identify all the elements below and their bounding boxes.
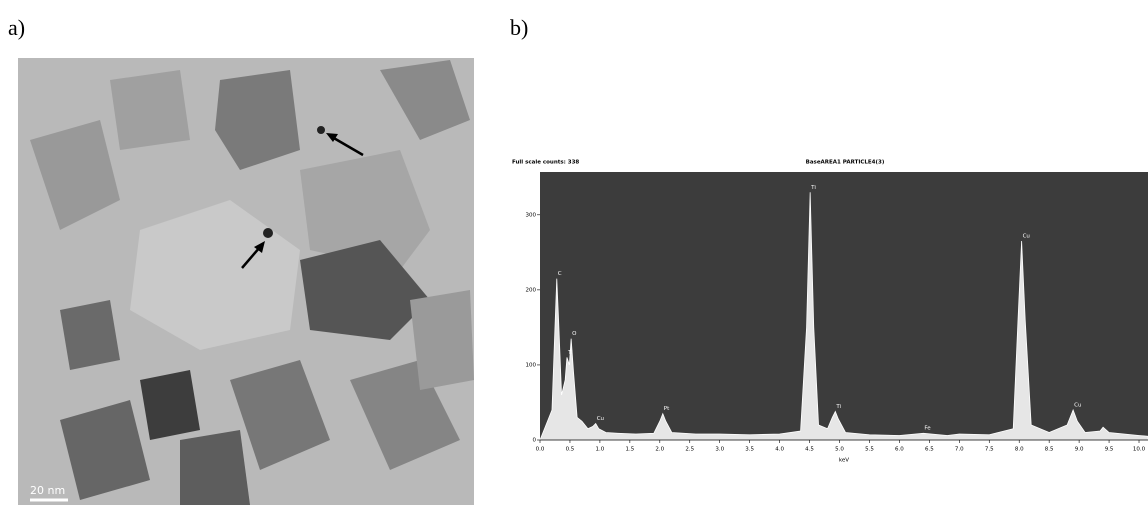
x-tick-label: 4.5 <box>805 447 814 453</box>
x-tick-label: 1.5 <box>625 447 634 453</box>
peak-label: Cu <box>1074 402 1081 408</box>
y-tick-label: 100 <box>526 362 537 368</box>
x-tick-label: 7.5 <box>985 447 994 453</box>
x-tick-label: 9.5 <box>1105 447 1114 453</box>
peak-label: Ti <box>567 350 573 356</box>
x-axis-label: keV <box>839 458 849 464</box>
spectrum-area <box>539 192 1148 441</box>
scale-bar-label: 20 nm <box>30 484 65 497</box>
x-tick-label: 0.0 <box>536 447 545 453</box>
x-tick-label: 9.0 <box>1075 447 1084 453</box>
x-tick-label: 1.0 <box>596 447 605 453</box>
x-tick-label: 3.5 <box>745 447 754 453</box>
panel-label: a) <box>8 15 25 40</box>
chart-title: BaseAREA1 PARTICLE4(3) <box>806 160 885 166</box>
x-tick-label: 6.5 <box>925 447 934 453</box>
y-tick-label: 0 <box>533 438 537 444</box>
x-tick-label: 8.5 <box>1045 447 1054 453</box>
panel-label: b) <box>510 15 528 40</box>
x-tick-label: 5.0 <box>835 447 844 453</box>
x-tick-label: 3.0 <box>715 447 724 453</box>
chart-subtitle: Full scale counts: 338 <box>512 160 579 166</box>
x-tick-label: 5.5 <box>865 447 874 453</box>
x-tick-label: 0.5 <box>566 447 575 453</box>
x-tick-label: 2.0 <box>655 447 664 453</box>
plot-background <box>540 172 1148 440</box>
x-tick-label: 10.0 <box>1133 447 1146 453</box>
peak-label: Fe <box>924 426 931 432</box>
x-tick-label: 4.0 <box>775 447 784 453</box>
tem-image: 20 nm <box>18 58 474 505</box>
y-tick-label: 200 <box>526 287 537 293</box>
y-tick-label: 300 <box>526 212 537 218</box>
peak-label: Cu <box>1023 234 1030 240</box>
peak-label: Ti <box>835 404 841 410</box>
peak-label: Ti <box>810 185 816 191</box>
peak-label: O <box>572 331 577 337</box>
x-tick-label: 7.0 <box>955 447 964 453</box>
x-tick-label: 2.5 <box>685 447 694 453</box>
x-tick-label: 6.0 <box>895 447 904 453</box>
peak-label: Cu <box>597 416 604 422</box>
peak-label: C <box>558 271 562 277</box>
peak-label: Pt <box>664 406 670 412</box>
x-tick-label: 8.0 <box>1015 447 1024 453</box>
